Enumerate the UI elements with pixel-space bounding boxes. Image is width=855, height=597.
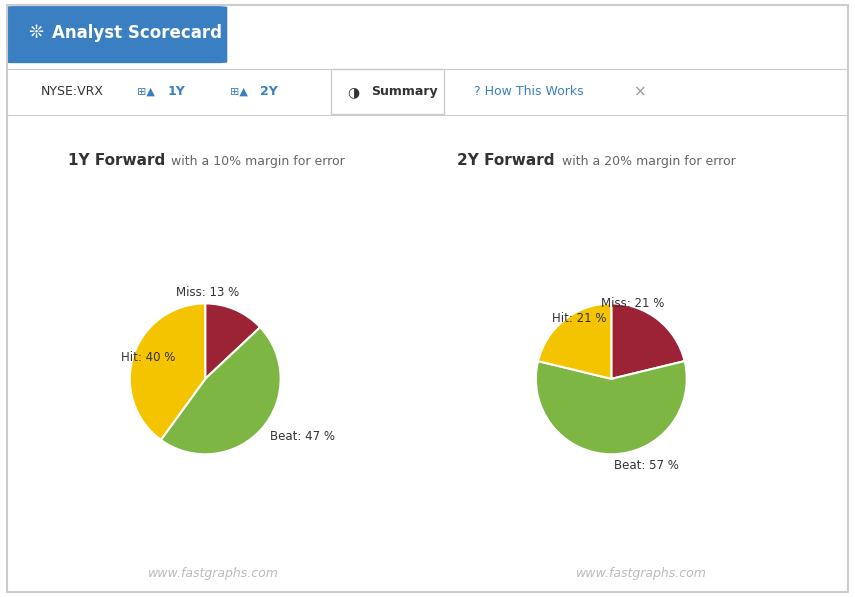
Text: NYSE:VRX: NYSE:VRX <box>40 85 103 99</box>
Wedge shape <box>611 303 685 379</box>
Text: Beat: 57 %: Beat: 57 % <box>614 459 679 472</box>
Text: 2Y Forward: 2Y Forward <box>457 153 555 168</box>
Text: ×: × <box>634 84 646 100</box>
Text: Hit: 40 %: Hit: 40 % <box>121 352 175 364</box>
Wedge shape <box>130 303 205 440</box>
Text: 1Y Forward: 1Y Forward <box>68 153 166 168</box>
Text: www.fastgraphs.com: www.fastgraphs.com <box>148 567 280 580</box>
Text: Summary: Summary <box>371 85 438 99</box>
Text: Hit: 21 %: Hit: 21 % <box>552 312 607 325</box>
Wedge shape <box>538 303 611 379</box>
Text: Analyst Scorecard: Analyst Scorecard <box>52 24 222 42</box>
Wedge shape <box>161 327 280 454</box>
Text: www.fastgraphs.com: www.fastgraphs.com <box>575 567 707 580</box>
Text: Miss: 13 %: Miss: 13 % <box>176 286 239 299</box>
Wedge shape <box>205 303 260 379</box>
Text: ⊞▲: ⊞▲ <box>138 87 159 97</box>
Text: Beat: 47 %: Beat: 47 % <box>270 430 335 443</box>
Text: ◑: ◑ <box>348 85 364 99</box>
Text: with a 20% margin for error: with a 20% margin for error <box>558 155 736 168</box>
Wedge shape <box>536 361 687 454</box>
Text: with a 10% margin for error: with a 10% margin for error <box>167 155 345 168</box>
Text: Miss: 21 %: Miss: 21 % <box>601 297 664 310</box>
Text: 2Y: 2Y <box>260 85 278 99</box>
Text: ⊞▲: ⊞▲ <box>230 87 251 97</box>
Text: 1Y: 1Y <box>168 85 186 99</box>
Text: ❊: ❊ <box>29 24 44 42</box>
Text: ? How This Works: ? How This Works <box>474 85 583 99</box>
FancyBboxPatch shape <box>331 69 445 115</box>
FancyBboxPatch shape <box>4 6 227 63</box>
